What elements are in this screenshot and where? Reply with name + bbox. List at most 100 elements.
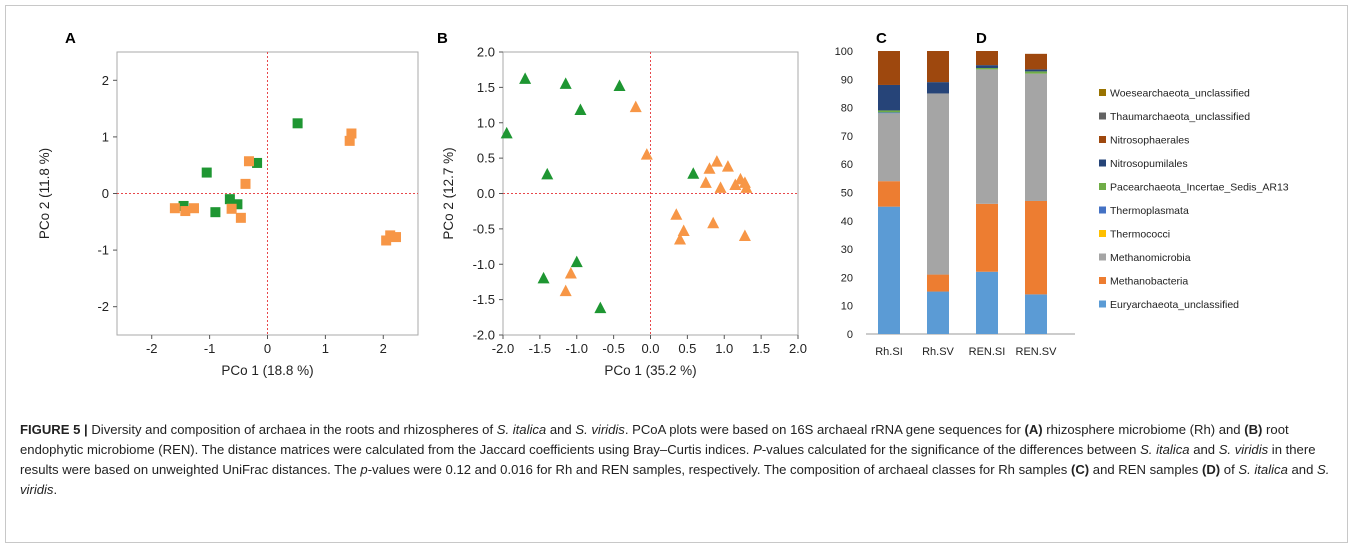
legend-swatch (1099, 136, 1106, 143)
y-tick-label: 0.0 (477, 186, 495, 201)
bar-y-tick-label: 80 (841, 103, 853, 115)
x-tick-label: -1 (204, 341, 216, 356)
green-triangle-point (537, 271, 550, 284)
legend-swatch (1099, 159, 1106, 167)
legend-swatch (1099, 112, 1106, 120)
bar-segment (878, 181, 900, 207)
x-axis-label: PCo 1 (35.2 %) (604, 363, 696, 378)
caption-segment: in there results were based on unweighte… (20, 442, 1316, 477)
green-triangle-point (541, 167, 554, 180)
caption-segment: of (1220, 462, 1239, 477)
caption-segment: . PCoA plots were based on 16S archaeal … (624, 422, 1025, 437)
y-axis-label: PCo 2 (11.8 %) (37, 148, 52, 239)
bar-y-tick-label: 20 (841, 272, 853, 284)
panel-cd-bar-chart: 0 10 20 30 40 50 60 70 80 90 100 Rh.SI Rh.SV REN.SI RE… (835, 46, 1289, 358)
legend-label: Woesearchaeota_unclassified (1110, 88, 1250, 100)
green-square-point (210, 207, 221, 218)
x-tick-label: 2 (380, 341, 387, 356)
orange-triangle-point (677, 224, 690, 236)
orange-square-point (344, 135, 355, 146)
y-tick-label: -1.0 (473, 257, 495, 272)
legend-label: Thermoplasmata (1110, 205, 1189, 217)
legend-swatch (1099, 89, 1106, 96)
green-triangle-point (594, 301, 607, 314)
green-triangle-point (613, 79, 626, 91)
bar-y-tick-label: 50 (841, 188, 853, 200)
orange-triangle-point (564, 266, 577, 279)
orange-triangle-point (707, 216, 720, 229)
panel-c-label: C (876, 30, 887, 47)
caption-segment: -values were 0.12 and 0.016 for Rh and R… (367, 462, 1071, 477)
green-square-point (224, 194, 235, 205)
y-tick-label: -1 (97, 243, 109, 258)
legend-swatch (1099, 253, 1106, 261)
green-triangle-point (687, 167, 700, 179)
x-tick-label: 1.0 (715, 341, 733, 356)
x-tick-label: -1.5 (529, 341, 551, 356)
orange-square-point (385, 230, 396, 241)
legend-label: Nitrosopumilales (1110, 158, 1188, 170)
green-triangle-point (559, 77, 572, 89)
bar-segment (878, 110, 900, 113)
bar-y-tick-label: 90 (841, 74, 853, 86)
panel-d-label: D (976, 30, 987, 47)
y-tick-label: 1 (102, 129, 109, 144)
y-tick-label: 2 (102, 73, 109, 88)
orange-triangle-point (629, 100, 642, 113)
caption-segment: and (1287, 462, 1317, 477)
orange-square-point (188, 203, 199, 214)
y-tick-label: -1.5 (473, 292, 495, 307)
caption-segment: S. italica (496, 422, 547, 437)
caption-segment: (A) (1024, 422, 1043, 437)
orange-triangle-point (721, 160, 734, 172)
orange-triangle-point (699, 176, 712, 188)
y-tick-label: -2.0 (473, 328, 495, 343)
caption-segment: p (360, 462, 368, 477)
x-tick-label: 1.5 (752, 341, 770, 356)
y-tick-label: 0 (102, 186, 109, 201)
bar-segment (976, 271, 998, 334)
x-tick-label: -1.0 (566, 341, 588, 356)
caption-segment: S. italica (1238, 462, 1288, 477)
orange-triangle-point (710, 155, 723, 167)
bar-segment (927, 291, 949, 334)
caption-segment: S. viridis (575, 422, 625, 437)
bar-category-label: REN.SI (969, 346, 1006, 358)
bar-category-label: Rh.SV (922, 346, 954, 358)
orange-triangle-point (640, 148, 653, 160)
orange-square-point (235, 212, 246, 223)
legend-label: Methanobacteria (1110, 276, 1188, 288)
caption-segment: S. viridis (1218, 442, 1269, 457)
x-axis-label: PCo 1 (18.8 %) (221, 363, 313, 378)
bar-segment (976, 203, 998, 272)
bar-segment (878, 113, 900, 182)
bar-segment (927, 51, 949, 83)
figure-svg: A B C D -2 -1 0 1 2 -2 -1 0 1 2 PCo 1 (18.8 %) PCo … (37, 30, 1289, 378)
x-tick-label: 1 (322, 341, 329, 356)
bar-segment (878, 84, 900, 111)
legend-label: Methanomicrobia (1110, 252, 1191, 264)
bar-segment (927, 274, 949, 292)
bar-segment (878, 51, 900, 85)
green-triangle-point (519, 72, 532, 84)
caption-segment: S. italica (1140, 442, 1190, 457)
green-triangle-point (574, 103, 587, 116)
green-triangle-point (500, 126, 513, 139)
bar-y-tick-label: 10 (841, 301, 853, 313)
legend-label: Euryarchaeota_unclassified (1110, 299, 1239, 311)
bar-segment (1025, 53, 1047, 70)
legend-swatch (1099, 277, 1106, 284)
caption-segment: (C) (1070, 462, 1090, 477)
x-tick-label: 2.0 (789, 341, 807, 356)
caption-segment: Diversity and composition of archaea in … (87, 422, 497, 437)
bar-segment (976, 67, 998, 70)
caption-segment: and (546, 422, 576, 437)
bar-segment (878, 206, 900, 334)
y-tick-label: 1.5 (477, 80, 495, 95)
legend-label: Nitrosophaerales (1110, 135, 1189, 147)
bar-segment (1025, 294, 1047, 334)
orange-triangle-point (674, 232, 686, 245)
caption-segment: rhizosphere microbiome (Rh) and (1042, 422, 1245, 437)
panel-a-scatter: -2 -1 0 1 2 -2 -1 0 1 2 PCo 1 (18.8 %) PCo 2 (11.8 … (37, 51, 419, 378)
y-tick-label: 2.0 (477, 45, 495, 60)
